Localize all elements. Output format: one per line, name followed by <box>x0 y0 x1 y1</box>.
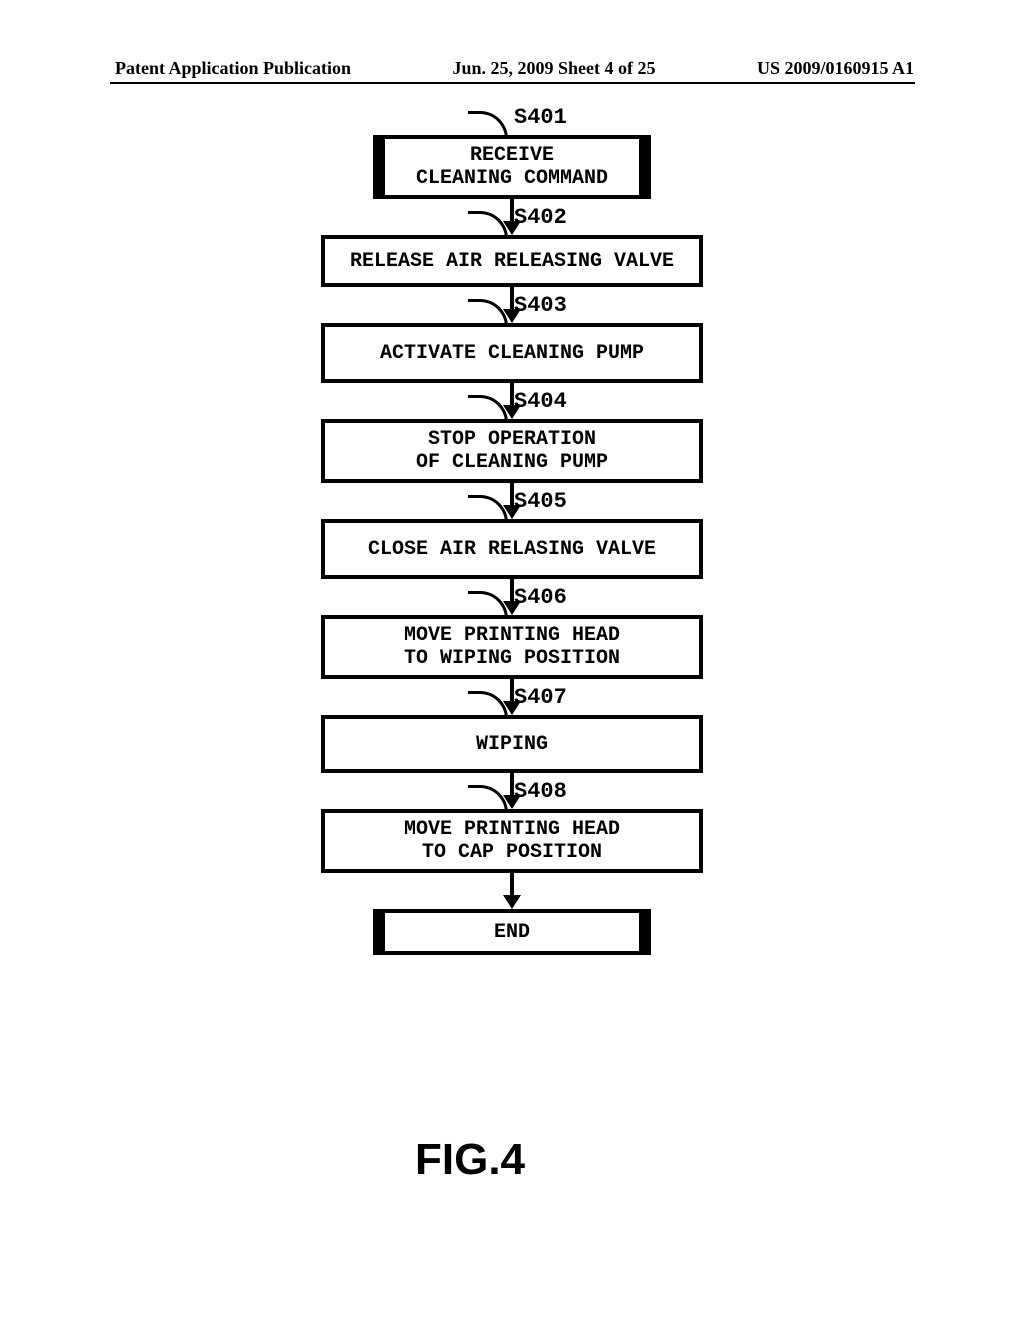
step-label-leader <box>468 111 508 139</box>
header-right: US 2009/0160915 A1 <box>757 58 914 79</box>
step-label: S406 <box>514 585 567 610</box>
flowchart-process-box: ACTIVATE CLEANING PUMP <box>321 323 703 383</box>
step-label: S408 <box>514 779 567 804</box>
flowchart-process-box: MOVE PRINTING HEAD TO WIPING POSITION <box>321 615 703 679</box>
flowchart-step: MOVE PRINTING HEAD TO WIPING POSITIONS40… <box>321 615 703 679</box>
flowchart-step: STOP OPERATION OF CLEANING PUMPS404 <box>321 419 703 483</box>
step-label-leader <box>468 395 508 423</box>
flowchart-process-box: STOP OPERATION OF CLEANING PUMP <box>321 419 703 483</box>
step-label: S407 <box>514 685 567 710</box>
step-label-leader <box>468 591 508 619</box>
header-left: Patent Application Publication <box>115 58 351 79</box>
step-label-leader <box>468 495 508 523</box>
figure-caption: FIG.4 <box>415 1135 525 1185</box>
flowchart-step: RECEIVE CLEANING COMMANDS401 <box>373 135 651 199</box>
flowchart-process-box: WIPING <box>321 715 703 773</box>
flowchart-step: CLOSE AIR RELASING VALVES405 <box>321 519 703 579</box>
flowchart-step: ACTIVATE CLEANING PUMPS403 <box>321 323 703 383</box>
step-label: S403 <box>514 293 567 318</box>
step-label: S405 <box>514 489 567 514</box>
arrow-down-icon <box>503 873 521 909</box>
header-center: Jun. 25, 2009 Sheet 4 of 25 <box>452 58 655 79</box>
flowchart-process-box: CLOSE AIR RELASING VALVE <box>321 519 703 579</box>
page-header: Patent Application Publication Jun. 25, … <box>0 58 1024 79</box>
step-label: S404 <box>514 389 567 414</box>
step-label: S402 <box>514 205 567 230</box>
step-label-leader <box>468 211 508 239</box>
flowchart-process-box: RELEASE AIR RELEASING VALVE <box>321 235 703 287</box>
flowchart: RECEIVE CLEANING COMMANDS401 RELEASE AIR … <box>0 135 1024 955</box>
arrow-shaft <box>510 873 514 895</box>
flowchart-step: WIPINGS407 <box>321 715 703 773</box>
flowchart-terminal-box: RECEIVE CLEANING COMMAND <box>373 135 651 199</box>
flowchart-step: END <box>373 909 651 955</box>
step-label: S401 <box>514 105 567 130</box>
flowchart-step: RELEASE AIR RELEASING VALVES402 <box>321 235 703 287</box>
arrow-head <box>503 895 521 909</box>
step-label-leader <box>468 691 508 719</box>
header-rule <box>110 82 915 84</box>
step-label-leader <box>468 299 508 327</box>
flowchart-terminal-box: END <box>373 909 651 955</box>
step-label-leader <box>468 785 508 813</box>
flowchart-process-box: MOVE PRINTING HEAD TO CAP POSITION <box>321 809 703 873</box>
flowchart-step: MOVE PRINTING HEAD TO CAP POSITIONS408 <box>321 809 703 873</box>
